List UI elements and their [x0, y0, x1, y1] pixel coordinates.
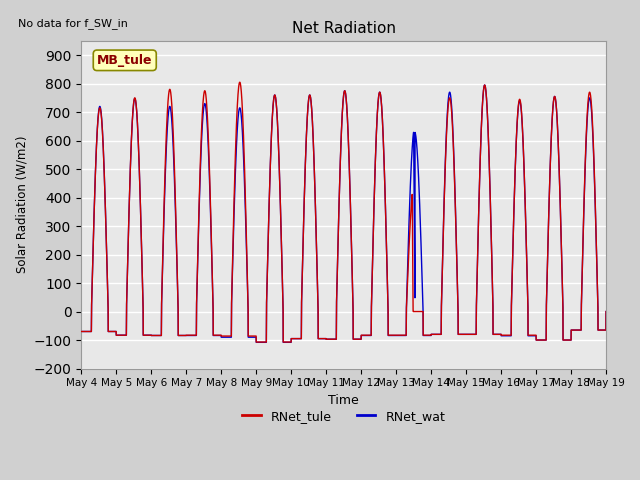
Y-axis label: Solar Radiation (W/m2): Solar Radiation (W/m2) — [15, 136, 28, 274]
Line: RNet_wat: RNet_wat — [81, 85, 606, 342]
RNet_wat — [77, 329, 85, 335]
RNet_tule — [491, 332, 499, 337]
X-axis label: Time: Time — [328, 394, 359, 407]
RNet_wat — [172, 212, 179, 218]
RNet_wat — [481, 82, 488, 88]
RNet_tule — [433, 332, 440, 337]
RNet_wat — [602, 309, 610, 314]
RNet_wat — [432, 332, 440, 337]
Line: RNet_tule: RNet_tule — [81, 82, 606, 342]
RNet_tule — [461, 332, 469, 337]
RNet_tule — [324, 336, 332, 342]
Legend: RNet_tule, RNet_wat: RNet_tule, RNet_wat — [237, 405, 451, 428]
Text: MB_tule: MB_tule — [97, 54, 152, 67]
RNet_wat — [252, 339, 260, 345]
RNet_tule — [236, 79, 244, 85]
RNet_wat — [461, 332, 469, 337]
RNet_wat — [602, 327, 609, 333]
RNet_wat — [491, 332, 499, 337]
RNet_tule — [172, 204, 179, 210]
Text: No data for f_SW_in: No data for f_SW_in — [19, 18, 128, 29]
Title: Net Radiation: Net Radiation — [292, 21, 396, 36]
RNet_tule — [252, 339, 260, 345]
RNet_tule — [602, 309, 610, 314]
RNet_wat — [324, 336, 332, 342]
RNet_tule — [602, 327, 609, 333]
RNet_tule — [77, 329, 85, 335]
